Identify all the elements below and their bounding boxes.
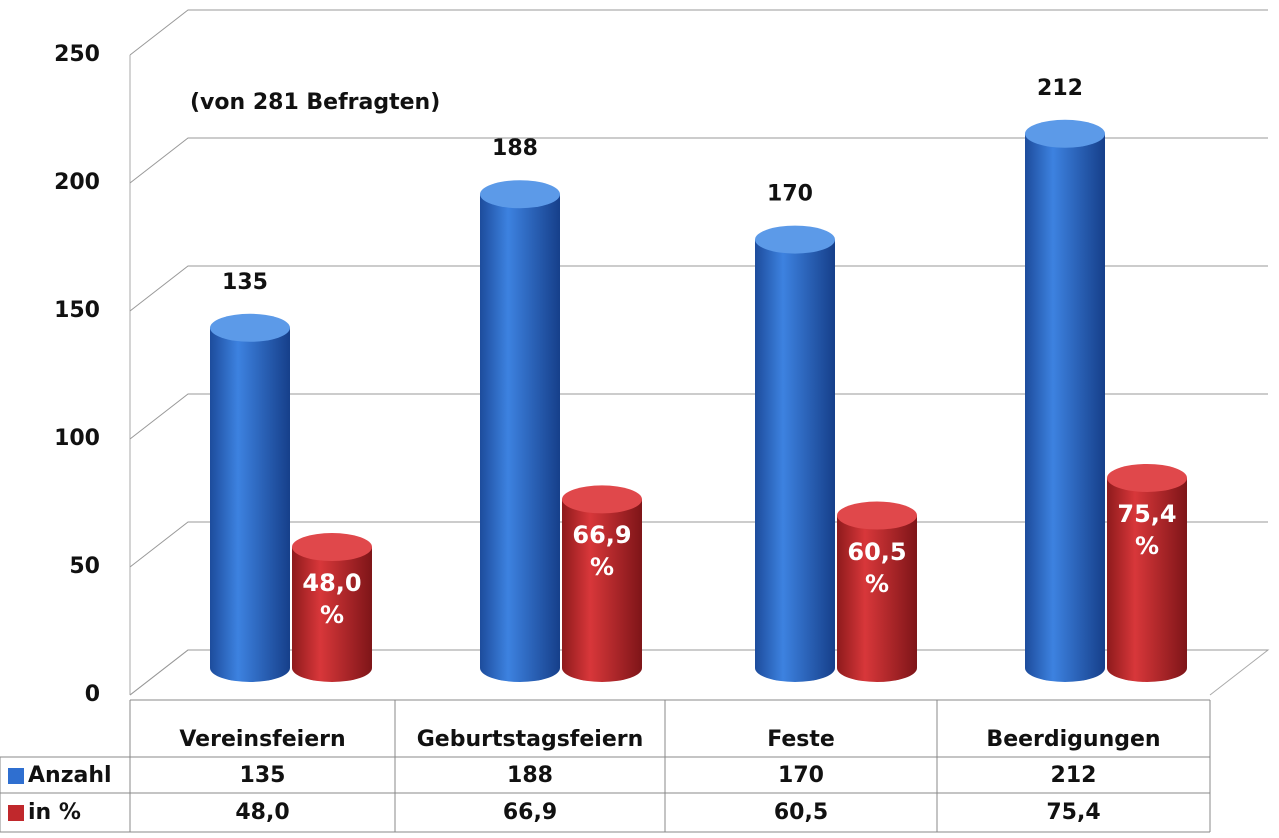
cylinder-top [480, 180, 560, 209]
grid-line [129, 137, 1268, 184]
bar [1025, 133, 1105, 668]
bar [562, 499, 642, 668]
table-cell: 75,4 [1046, 800, 1100, 825]
grid-line [129, 265, 1268, 312]
legend-label: Anzahl [28, 763, 112, 788]
cylinder-top [1107, 463, 1187, 492]
bar [755, 239, 835, 668]
y-tick-label: 200 [54, 170, 100, 195]
y-tick-label: 150 [54, 298, 100, 323]
value-label: 75,4 % [1117, 499, 1177, 560]
cylinder-top [562, 485, 642, 514]
cylinder-top [292, 533, 372, 562]
value-label: 188 [492, 136, 538, 161]
grid-line [129, 393, 1268, 440]
annotation: (von 281 Befragten) [190, 90, 440, 115]
y-tick-label: 100 [54, 426, 100, 451]
bar [837, 515, 917, 668]
legend-label: in % [28, 800, 81, 825]
bar [292, 547, 372, 668]
cylinder-top [755, 225, 835, 254]
table-cell: 135 [240, 763, 286, 788]
table-cell: 60,5 [774, 800, 828, 825]
value-label: 135 [222, 270, 268, 295]
table-cell: 48,0 [235, 800, 289, 825]
value-label: 66,9 % [572, 521, 632, 582]
cylinder-top [837, 501, 917, 530]
legend-swatch [8, 805, 24, 821]
y-tick-label: 250 [54, 42, 100, 67]
table-cell: 212 [1051, 763, 1097, 788]
x-tick-label: Beerdigungen [986, 727, 1160, 752]
bar [480, 194, 560, 669]
cylinder-top [210, 313, 290, 342]
value-label: 60,5 % [847, 537, 907, 598]
value-label: 170 [767, 182, 813, 207]
bar [1107, 477, 1187, 668]
table-cell: 66,9 [503, 800, 557, 825]
value-label: 48,0 % [302, 569, 362, 630]
table-cell: 188 [507, 763, 553, 788]
grid-line [129, 9, 1268, 56]
x-tick-label: Vereinsfeiern [179, 727, 345, 752]
y-tick-label: 50 [69, 554, 100, 579]
value-label: 212 [1037, 76, 1083, 101]
y-tick-label: 0 [85, 682, 100, 707]
x-tick-label: Geburtstagsfeiern [417, 727, 644, 752]
table-cell: 170 [778, 763, 824, 788]
legend-swatch [8, 768, 24, 784]
x-tick-label: Feste [767, 727, 835, 752]
cylinder-top [1025, 119, 1105, 148]
bar [210, 327, 290, 668]
